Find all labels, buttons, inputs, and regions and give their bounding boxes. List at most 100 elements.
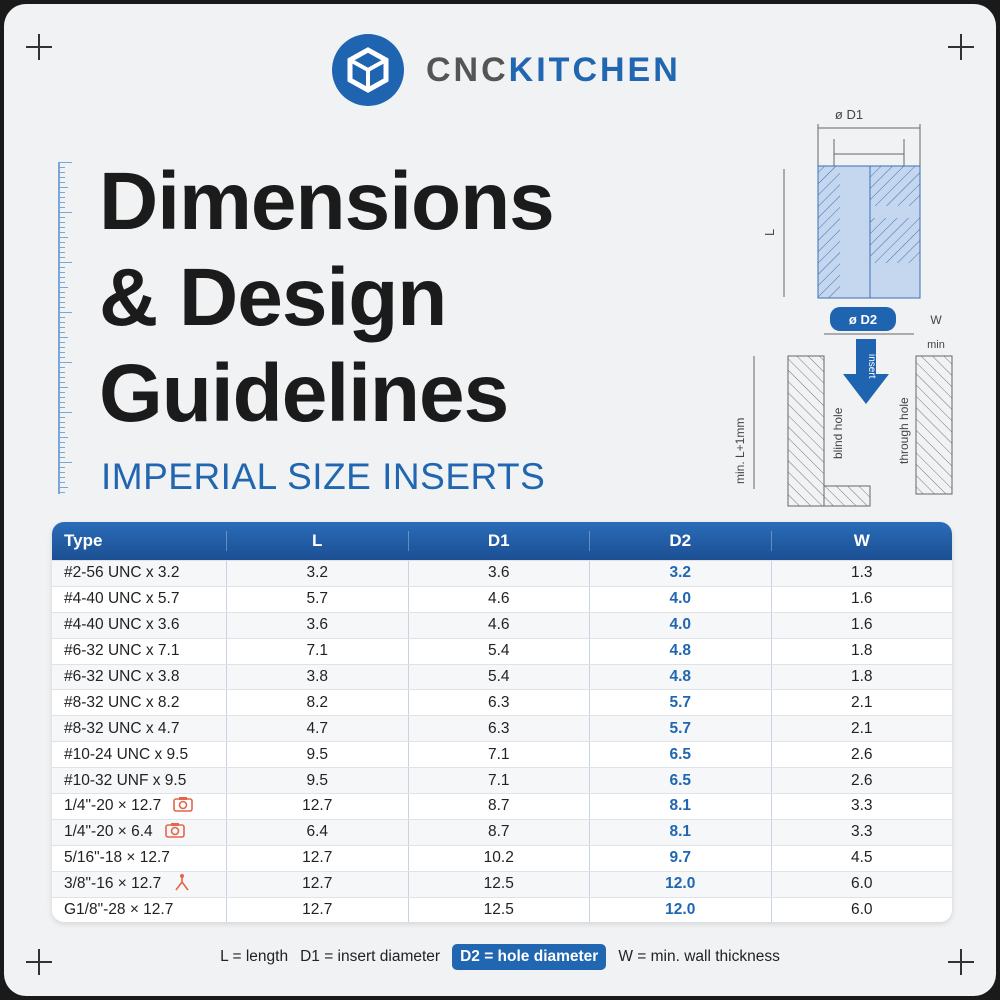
cell-d2: 4.0	[589, 612, 771, 638]
ruler-tick	[60, 402, 65, 403]
cell-l: 6.4	[226, 819, 408, 845]
cell-w: 3.3	[770, 819, 953, 845]
cell-d1: 7.1	[407, 742, 590, 768]
ruler-tick	[60, 357, 65, 358]
ruler-tick	[60, 322, 65, 323]
ruler-tick	[60, 347, 65, 348]
title-line: Dimensions	[99, 156, 555, 247]
d2-label: ø D2	[849, 312, 877, 327]
type-text: #8-32 UNC x 8.2	[64, 693, 180, 711]
logo-text-cnc: CNC	[426, 50, 509, 89]
cell-d1: 12.5	[407, 871, 590, 897]
ruler-tick	[60, 287, 68, 288]
ruler-tick	[60, 352, 65, 353]
ruler-tick	[60, 247, 65, 248]
legend-l: L = length	[220, 948, 289, 965]
ruler-tick	[60, 177, 65, 178]
cell-d1: 5.4	[407, 638, 590, 664]
cell-d1: 8.7	[407, 794, 590, 819]
logo-text-kitchen: KITCHEN	[508, 50, 681, 89]
cell-l: 9.5	[226, 768, 408, 794]
cell-w: 2.1	[770, 690, 953, 716]
ruler-tick	[60, 192, 65, 193]
ruler-tick	[60, 312, 72, 313]
subtitle: IMPERIAL SIZE INSERTS	[101, 456, 546, 497]
header-type: Type	[64, 531, 103, 550]
ruler-tick	[60, 472, 65, 473]
legend: L = length D1 = insert diameter D2 = hol…	[4, 944, 996, 970]
cell-type: #10-32 UNF x 9.5	[52, 772, 226, 790]
ruler-tick	[60, 267, 65, 268]
table-row: #4-40 UNC x 3.6 3.6 4.6 4.0 1.6	[52, 611, 953, 638]
logo: CNCKITCHEN	[332, 34, 681, 106]
cell-d2: 3.2	[589, 561, 771, 586]
type-text: #6-32 UNC x 7.1	[64, 642, 180, 660]
header-w: W	[770, 531, 953, 551]
cell-l: 12.7	[226, 845, 408, 871]
table-row: #6-32 UNC x 3.8 3.8 5.4 4.8 1.8	[52, 663, 953, 690]
cell-w: 1.6	[770, 612, 953, 638]
cell-w: 4.5	[770, 845, 953, 871]
cell-w: 1.8	[770, 664, 953, 690]
insert-label: insert	[866, 354, 877, 379]
ruler-tick	[60, 252, 65, 253]
cell-l: 3.2	[226, 561, 408, 586]
ruler-tick	[60, 422, 65, 423]
cell-d2: 4.8	[589, 638, 771, 664]
cell-type: #4-40 UNC x 3.6	[52, 616, 226, 634]
camera-icon	[173, 796, 194, 816]
cell-l: 12.7	[226, 794, 408, 819]
legend-d1: D1 = insert diameter	[300, 948, 441, 965]
cell-d2: 4.0	[589, 586, 771, 612]
ruler-tick	[60, 457, 65, 458]
cell-w: 2.6	[770, 768, 953, 794]
cell-d2: 6.5	[589, 768, 771, 794]
ruler-tick	[60, 342, 65, 343]
ruler-tick	[60, 187, 68, 188]
cell-l: 7.1	[226, 638, 408, 664]
ruler-tick	[60, 262, 72, 263]
cell-d2: 8.1	[589, 794, 771, 819]
type-text: 1/4"-20 × 12.7	[64, 797, 162, 815]
cell-d2: 5.7	[589, 690, 771, 716]
cell-d1: 6.3	[407, 716, 590, 742]
cell-d1: 4.6	[407, 612, 590, 638]
cell-type: G1/8"-28 × 12.7	[52, 901, 226, 919]
cell-l: 5.7	[226, 586, 408, 612]
l-label: L	[762, 229, 777, 236]
infographic-card: CNCKITCHEN Dimensions & Design Guideline…	[4, 4, 996, 996]
cell-type: #2-56 UNC x 3.2	[52, 564, 226, 582]
header-d1: D1	[407, 531, 590, 551]
blind-hole-label: blind hole	[831, 407, 845, 459]
ruler-tick	[60, 222, 65, 223]
ruler-tick	[60, 202, 65, 203]
cell-w: 1.6	[770, 586, 953, 612]
depth-label: min. L+1mm	[733, 418, 747, 484]
through-hole-label: through hole	[897, 397, 911, 464]
ruler-tick	[60, 197, 65, 198]
ruler-tick	[60, 407, 65, 408]
cell-type: #6-32 UNC x 3.8	[52, 668, 226, 686]
ruler-tick	[60, 417, 65, 418]
table-row: #8-32 UNC x 4.7 4.7 6.3 5.7 2.1	[52, 715, 952, 742]
type-text: 1/4"-20 × 6.4	[64, 823, 153, 841]
cell-d1: 10.2	[407, 845, 590, 871]
ruler-tick	[60, 292, 65, 293]
cell-d2: 4.8	[589, 664, 771, 690]
table-row: #4-40 UNC x 5.7 5.7 4.6 4.0 1.6	[52, 585, 953, 612]
ruler-tick	[60, 412, 72, 413]
cell-w: 2.6	[770, 742, 953, 768]
cell-w: 1.3	[770, 561, 953, 586]
cell-d2: 12.0	[589, 871, 771, 897]
ruler-tick	[60, 297, 65, 298]
table-row: #6-32 UNC x 7.1 7.1 5.4 4.8 1.8	[52, 637, 952, 664]
type-text: G1/8"-28 × 12.7	[64, 901, 174, 919]
cell-type: #8-32 UNC x 4.7	[52, 720, 226, 738]
table-row: #2-56 UNC x 3.2 3.2 3.6 3.2 1.3	[52, 560, 952, 586]
cell-w: 6.0	[770, 897, 953, 923]
dimensions-table: Type L D1 D2 W #2-56 UNC x 3.2 3.2 3.6 3…	[52, 522, 953, 923]
ruler-tick	[60, 387, 68, 388]
legend-d2: D2 = hole diameter	[452, 944, 607, 970]
ruler-tick	[60, 242, 65, 243]
camera-icon	[164, 822, 185, 842]
